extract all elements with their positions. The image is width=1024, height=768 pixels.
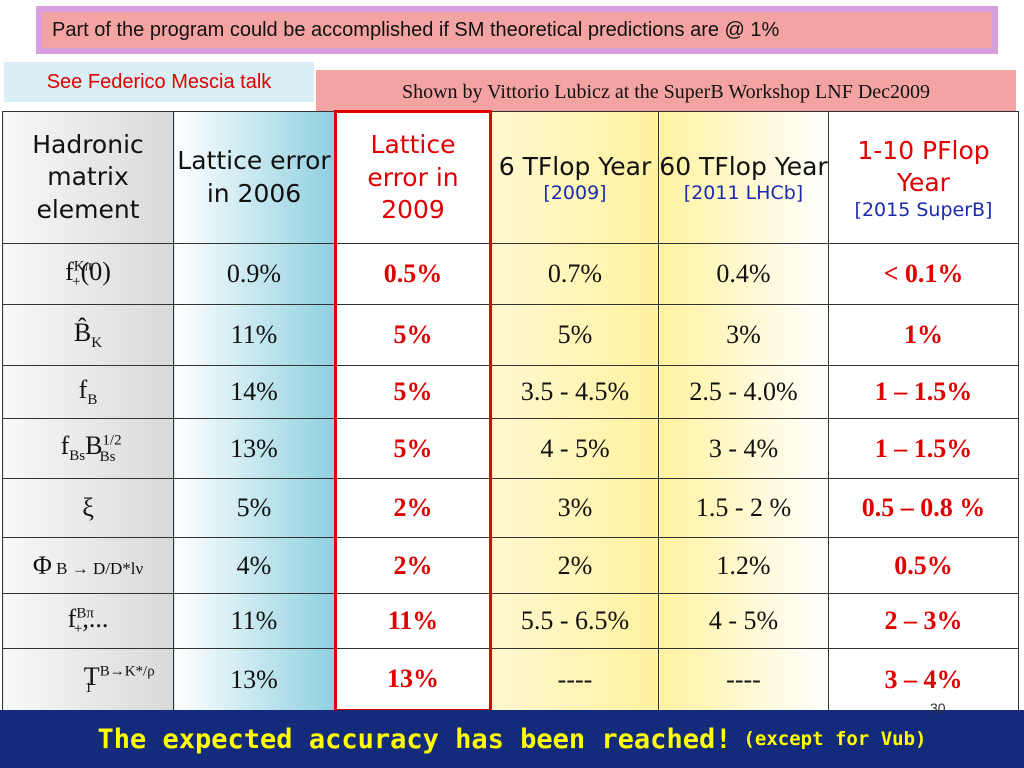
error-2006: 0.9%	[173, 243, 336, 305]
pflop: 1%	[828, 304, 1019, 366]
table-row: fKπ+(0) 0.9% 0.5% 0.7% 0.4% < 0.1%	[2, 243, 1019, 305]
pflop: < 0.1%	[828, 243, 1019, 305]
error-2006: 11%	[173, 304, 336, 366]
table-row: TB→K*/ρ1 13% 13% ---- ---- 3 – 4%	[2, 648, 1019, 712]
footer-main: The expected accuracy has been reached!	[97, 723, 732, 755]
top-note: Part of the program could be accomplishe…	[42, 12, 992, 48]
element-cell: Φ B → D/D*lν	[2, 537, 174, 594]
tflop60: ----	[658, 648, 829, 711]
header-6tflop: 6 TFlop Year [2009]	[490, 111, 659, 244]
tflop6: 3.5 - 4.5%	[490, 365, 659, 419]
error-2006: 4%	[173, 537, 336, 594]
header-60tflop: 60 TFlop Year [2011 LHCb]	[658, 111, 829, 244]
table-row: ξ 5% 2% 3% 1.5 - 2 % 0.5 – 0.8 %	[2, 478, 1019, 538]
table-row: B̂K 11% 5% 5% 3% 1%	[2, 304, 1019, 366]
tflop60: 3 - 4%	[658, 418, 829, 479]
error-2009: 2%	[334, 537, 492, 594]
table-row: Φ B → D/D*lν 4% 2% 2% 1.2% 0.5%	[2, 537, 1019, 594]
error-2009: 2%	[334, 478, 492, 538]
tflop60: 3%	[658, 304, 829, 366]
pflop: 1 – 1.5%	[828, 365, 1019, 419]
header-2009: Lattice error in 2009	[334, 110, 492, 244]
tflop6: 5%	[490, 304, 659, 366]
tflop60: 0.4%	[658, 243, 829, 305]
error-2009: 0.5%	[334, 243, 492, 305]
pflop: 2 – 3%	[828, 593, 1019, 649]
error-2006: 13%	[173, 418, 336, 479]
header-pflop: 1-10 PFlop Year [2015 SuperB]	[828, 111, 1019, 244]
header-6tflop-label: 6 TFlop Year	[498, 151, 652, 181]
tflop6: 0.7%	[490, 243, 659, 305]
tflop60: 4 - 5%	[658, 593, 829, 649]
pflop: 1 – 1.5%	[828, 418, 1019, 479]
tflop60: 1.5 - 2 %	[658, 478, 829, 538]
pflop: 0.5 – 0.8 %	[828, 478, 1019, 538]
tflop6: ----	[490, 648, 659, 711]
header-6tflop-year: [2009]	[543, 182, 607, 205]
tflop60: 2.5 - 4.0%	[658, 365, 829, 419]
lubicz-note: Shown by Vittorio Lubicz at the SuperB W…	[316, 70, 1016, 114]
tflop6: 4 - 5%	[490, 418, 659, 479]
tflop6: 3%	[490, 478, 659, 538]
page-number: 30	[930, 700, 946, 716]
federico-note: See Federico Mescia talk	[4, 62, 314, 102]
element-cell: ξ	[2, 478, 174, 538]
header-pflop-year: [2015 SuperB]	[854, 198, 993, 221]
footer-banner: The expected accuracy has been reached! …	[0, 710, 1024, 768]
element-cell: B̂K	[2, 304, 174, 366]
error-2006: 5%	[173, 478, 336, 538]
header-2006: Lattice error in 2006	[173, 111, 336, 244]
top-note-box: Part of the program could be accomplishe…	[36, 6, 998, 54]
footer-small: (except for Vub)	[743, 728, 927, 750]
error-2009: 13%	[334, 648, 492, 712]
element-cell: fB	[2, 365, 174, 419]
lattice-table: Hadronic matrix element Lattice error in…	[2, 110, 1019, 712]
table-row: fB 14% 5% 3.5 - 4.5% 2.5 - 4.0% 1 – 1.5%	[2, 365, 1019, 419]
error-2006: 11%	[173, 593, 336, 649]
element-cell: fKπ+(0)	[2, 243, 174, 305]
tflop6: 5.5 - 6.5%	[490, 593, 659, 649]
header-element: Hadronic matrix element	[2, 111, 174, 244]
header-60tflop-label: 60 TFlop Year	[659, 151, 828, 181]
pflop: 3 – 4%	[828, 648, 1019, 711]
error-2006: 14%	[173, 365, 336, 419]
error-2009: 5%	[334, 418, 492, 479]
header-60tflop-year: [2011 LHCb]	[683, 182, 804, 205]
error-2009: 5%	[334, 304, 492, 366]
tflop60: 1.2%	[658, 537, 829, 594]
element-cell: fBsB1/2Bs	[2, 418, 174, 479]
error-2009: 5%	[334, 365, 492, 419]
tflop6: 2%	[490, 537, 659, 594]
header-pflop-label: 1-10 PFlop Year	[857, 135, 990, 198]
table-row: fBsB1/2Bs 13% 5% 4 - 5% 3 - 4% 1 – 1.5%	[2, 418, 1019, 479]
element-cell: fBπ+,...	[2, 593, 174, 649]
error-2009: 11%	[334, 593, 492, 649]
element-cell: TB→K*/ρ1	[2, 648, 174, 711]
error-2006: 13%	[173, 648, 336, 711]
header-row: Hadronic matrix element Lattice error in…	[2, 110, 1019, 244]
table-row: fBπ+,... 11% 11% 5.5 - 6.5% 4 - 5% 2 – 3…	[2, 593, 1019, 649]
pflop: 0.5%	[828, 537, 1019, 594]
